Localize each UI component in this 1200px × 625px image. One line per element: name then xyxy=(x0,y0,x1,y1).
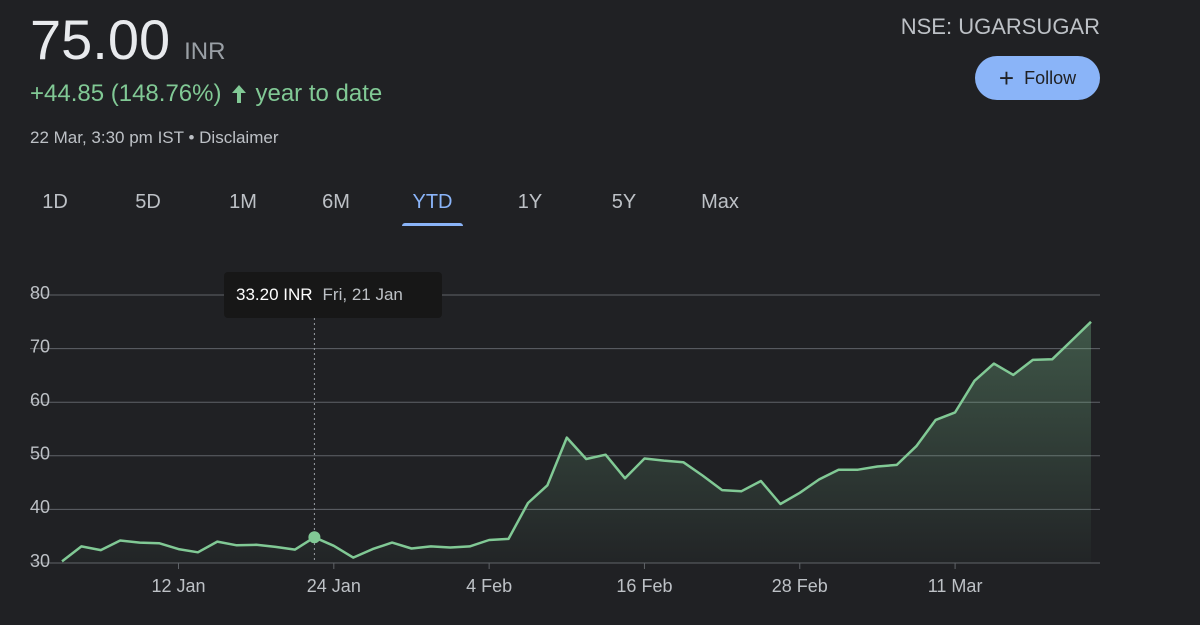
plus-icon: + xyxy=(998,63,1015,93)
change-value: +44.85 (148.76%) xyxy=(30,80,222,107)
tab-1d[interactable]: 1D xyxy=(42,190,68,213)
hover-data-point xyxy=(308,531,321,544)
exchange-symbol: NSE: UGARSUGAR xyxy=(900,14,1100,39)
follow-button[interactable]: + Follow xyxy=(975,56,1100,100)
chart-tooltip: 33.20 INR Fri, 21 Jan xyxy=(224,272,442,318)
tab-1m[interactable]: 1M xyxy=(229,190,257,213)
x-tick-label: 16 Feb xyxy=(616,576,672,596)
tab-max[interactable]: Max xyxy=(701,190,739,213)
tab-5y[interactable]: 5Y xyxy=(611,190,637,213)
current-price: 75.00 xyxy=(30,8,171,71)
x-tick-label: 4 Feb xyxy=(466,576,512,596)
quote-header: 75.00 INR xyxy=(30,4,225,76)
range-tabs: 1D 5D 1M 6M YTD 1Y 5Y Max xyxy=(0,180,800,228)
price-change: +44.85 (148.76%) year to date xyxy=(30,80,382,108)
y-axis-labels: 30 40 50 60 70 80 xyxy=(30,283,50,571)
tab-6m[interactable]: 6M xyxy=(322,190,350,213)
meta-separator: • xyxy=(188,128,195,147)
follow-button-label: Follow xyxy=(1024,67,1077,88)
disclaimer-link[interactable]: Disclaimer xyxy=(199,128,279,147)
y-tick-label: 50 xyxy=(30,444,50,464)
currency-label: INR xyxy=(184,38,226,65)
price-area-fill xyxy=(62,321,1091,563)
x-axis-labels: 12 Jan 24 Jan 4 Feb 16 Feb 28 Feb 11 Mar xyxy=(151,563,982,596)
tab-ytd[interactable]: YTD xyxy=(402,180,463,226)
y-tick-label: 40 xyxy=(30,497,50,517)
change-period: year to date xyxy=(255,80,383,107)
x-tick-label: 28 Feb xyxy=(772,576,828,596)
tab-5d[interactable]: 5D xyxy=(135,190,161,213)
quote-timestamp: 22 Mar, 3:30 pm IST xyxy=(30,128,184,147)
x-tick-label: 11 Mar xyxy=(928,576,983,596)
arrow-up-icon xyxy=(232,85,247,103)
y-tick-label: 80 xyxy=(30,283,50,303)
x-tick-label: 24 Jan xyxy=(307,576,361,596)
y-tick-label: 60 xyxy=(30,390,50,410)
tooltip-value: 33.20 INR xyxy=(236,285,313,304)
tooltip-date: Fri, 21 Jan xyxy=(322,285,403,304)
quote-meta: 22 Mar, 3:30 pm IST • Disclaimer xyxy=(30,128,278,148)
tab-1y[interactable]: 1Y xyxy=(517,190,543,213)
x-tick-label: 12 Jan xyxy=(151,576,205,596)
y-tick-label: 70 xyxy=(30,336,50,356)
y-tick-label: 30 xyxy=(30,551,50,571)
price-series-line xyxy=(61,320,1092,563)
